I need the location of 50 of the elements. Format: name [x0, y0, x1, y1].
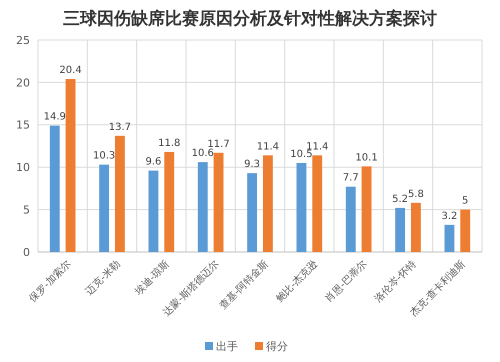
bar [247, 173, 258, 252]
data-label: 11.8 [158, 138, 180, 149]
bar [362, 166, 372, 252]
x-tick-label: 埃迪-琼斯 [132, 258, 172, 298]
y-tick-label: 20 [16, 76, 30, 90]
bar [444, 224, 454, 252]
data-label: 13.7 [108, 122, 132, 133]
data-label: 10.1 [355, 152, 378, 164]
y-tick-label: 25 [16, 34, 30, 47]
bar [66, 79, 76, 252]
y-tick-label: 15 [16, 118, 30, 132]
data-label: 5.2 [392, 194, 408, 205]
data-label: 3.2 [441, 210, 458, 222]
x-tick-label: 保罗-加索尔 [26, 258, 74, 305]
x-tick-label: 查基-阿特金斯 [217, 258, 271, 312]
bar [346, 186, 356, 252]
data-label: 5 [462, 196, 468, 207]
bar [198, 162, 208, 252]
chart-title: 三球因伤缺席比赛原因分析及针对性解决方案探讨 [63, 8, 437, 29]
y-tick-label: 5 [23, 203, 30, 216]
data-label: 20.4 [59, 65, 82, 76]
bar [164, 152, 174, 252]
y-tick-label: 10 [16, 161, 30, 174]
data-label: 10.6 [192, 148, 214, 160]
bar [148, 170, 158, 252]
bar [50, 126, 60, 252]
x-tick-label: 肖恩-巴蒂尔 [322, 258, 370, 305]
data-label: 5.8 [408, 188, 424, 200]
bar [214, 152, 224, 252]
bar [99, 164, 110, 252]
bar [296, 162, 306, 252]
bar [410, 202, 421, 252]
y-tick-label: 0 [23, 246, 30, 259]
legend-label: 得分 [266, 340, 288, 353]
data-label: 7.7 [342, 172, 359, 184]
x-tick-label: 鲍比-杰克逊 [274, 258, 320, 305]
bar [460, 210, 470, 252]
bar [312, 155, 322, 252]
data-label: 14.9 [44, 112, 66, 123]
data-label: 9.6 [145, 156, 162, 168]
data-label: 9.3 [244, 159, 260, 170]
x-tick-label: 洛伦岑-怀特 [372, 258, 419, 305]
data-label: 11.7 [207, 138, 230, 150]
bar [114, 136, 125, 252]
data-label: 11.4 [256, 141, 280, 152]
bar [262, 155, 273, 252]
x-tick-label: 迈克-米勒 [83, 258, 123, 298]
legend-label: 出手 [216, 340, 238, 353]
bar [395, 208, 406, 252]
data-label: 10.3 [92, 150, 116, 162]
